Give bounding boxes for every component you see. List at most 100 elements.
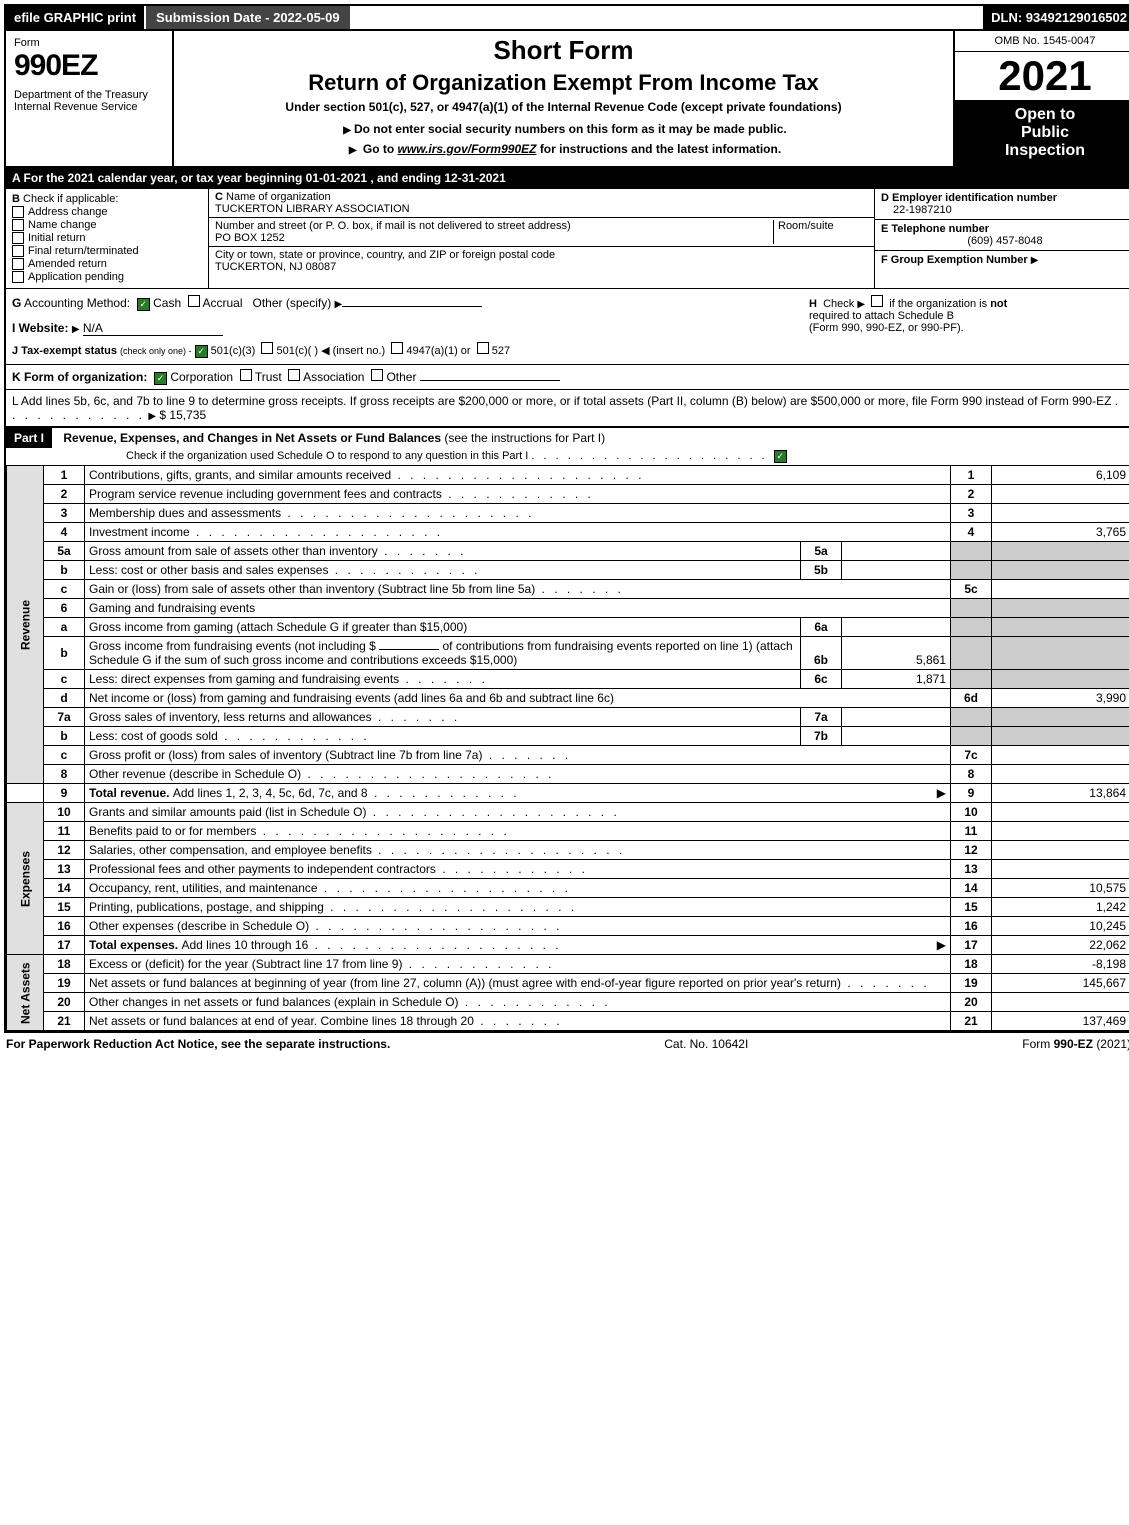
chk-final[interactable]: Final return/terminated bbox=[12, 245, 202, 257]
footer-left: For Paperwork Reduction Act Notice, see … bbox=[6, 1037, 390, 1051]
h-t4: (Form 990, 990-EZ, or 990-PF). bbox=[809, 322, 964, 334]
chk-assoc[interactable] bbox=[288, 369, 300, 381]
b-label: B bbox=[12, 193, 20, 205]
goto-link[interactable]: www.irs.gov/Form990EZ bbox=[398, 142, 537, 156]
goto-line: Go to www.irs.gov/Form990EZ for instruct… bbox=[182, 142, 945, 156]
header-right: OMB No. 1545-0047 2021 Open to Public In… bbox=[953, 31, 1129, 166]
form-word: Form bbox=[14, 37, 164, 49]
row-21: 21 Net assets or fund balances at end of… bbox=[7, 1012, 1129, 1031]
c-label: C bbox=[215, 191, 223, 203]
chk-sched-o[interactable]: ✓ bbox=[774, 450, 787, 463]
chk-h[interactable] bbox=[871, 295, 883, 307]
row-7c: c Gross profit or (loss) from sales of i… bbox=[7, 746, 1129, 765]
form-990ez: efile GRAPHIC print Submission Date - 20… bbox=[4, 4, 1129, 1033]
city-row: City or town, state or province, country… bbox=[209, 247, 874, 275]
row-5a: 5a Gross amount from sale of assets othe… bbox=[7, 542, 1129, 561]
row-14: 14 Occupancy, rent, utilities, and maint… bbox=[7, 879, 1129, 898]
omb-no: OMB No. 1545-0047 bbox=[955, 31, 1129, 52]
chk-501c[interactable] bbox=[261, 342, 273, 354]
chk-address[interactable]: Address change bbox=[12, 206, 202, 218]
under-section: Under section 501(c), 527, or 4947(a)(1)… bbox=[182, 100, 945, 114]
col-b: B Check if applicable: Address change Na… bbox=[6, 189, 209, 288]
open-l3: Inspection bbox=[959, 142, 1129, 160]
chk-amended[interactable]: Amended return bbox=[12, 258, 202, 270]
short-form: Short Form bbox=[182, 35, 945, 66]
topbar: efile GRAPHIC print Submission Date - 20… bbox=[6, 6, 1129, 29]
row-8: 8 Other revenue (describe in Schedule O)… bbox=[7, 765, 1129, 784]
footer: For Paperwork Reduction Act Notice, see … bbox=[4, 1033, 1129, 1055]
row-12: 12 Salaries, other compensation, and emp… bbox=[7, 841, 1129, 860]
part-i-title: Revenue, Expenses, and Changes in Net As… bbox=[55, 431, 441, 445]
row-16: 16 Other expenses (describe in Schedule … bbox=[7, 917, 1129, 936]
org-name-row: C Name of organization TUCKERTON LIBRARY… bbox=[209, 189, 874, 218]
street-row: Number and street (or P. O. box, if mail… bbox=[209, 218, 874, 247]
ssn-warning: Do not enter social security numbers on … bbox=[182, 122, 945, 136]
chk-pending[interactable]: Application pending bbox=[12, 271, 202, 283]
row-18: Net Assets 18 Excess or (deficit) for th… bbox=[7, 955, 1129, 974]
part-i-grid: Revenue 1 Contributions, gifts, grants, … bbox=[6, 465, 1129, 1031]
j-o4: 527 bbox=[492, 345, 510, 357]
line-h: H Check if the organization is not requi… bbox=[809, 295, 1129, 358]
line-a: A For the 2021 calendar year, or tax yea… bbox=[6, 166, 1129, 188]
section-bcd: B Check if applicable: Address change Na… bbox=[6, 188, 1129, 288]
side-expenses: Expenses bbox=[7, 803, 44, 955]
goto-post: for instructions and the latest informat… bbox=[540, 142, 781, 156]
row-17: 17 Total expenses. Add lines 10 through … bbox=[7, 936, 1129, 955]
goto-pre: Go to bbox=[363, 142, 398, 156]
dept-treasury: Department of the Treasury bbox=[14, 89, 164, 101]
k-pre: K Form of organization: bbox=[12, 370, 147, 384]
street: PO BOX 1252 bbox=[215, 232, 285, 244]
city-lbl: City or town, state or province, country… bbox=[215, 249, 555, 261]
row-10: Expenses 10 Grants and similar amounts p… bbox=[7, 803, 1129, 822]
ein-row: D Employer identification number 22-1987… bbox=[875, 189, 1129, 220]
efile-print: efile GRAPHIC print bbox=[6, 6, 144, 29]
row-6d: d Net income or (loss) from gaming and f… bbox=[7, 689, 1129, 708]
row-2: 2 Program service revenue including gove… bbox=[7, 485, 1129, 504]
ein-lbl: D Employer identification number bbox=[881, 192, 1057, 204]
j-ins: (insert no.) bbox=[333, 345, 386, 357]
open-l1: Open to bbox=[959, 106, 1129, 124]
k-o3: Association bbox=[303, 370, 364, 384]
row-1: Revenue 1 Contributions, gifts, grants, … bbox=[7, 466, 1129, 485]
tax-year: 2021 bbox=[955, 52, 1129, 100]
side-revenue: Revenue bbox=[7, 466, 44, 784]
row-6a: a Gross income from gaming (attach Sched… bbox=[7, 618, 1129, 637]
i-label: I Website: bbox=[12, 321, 68, 335]
j-sub: (check only one) - bbox=[120, 346, 192, 356]
col-c: C Name of organization TUCKERTON LIBRARY… bbox=[209, 189, 874, 288]
chk-cash[interactable]: ✓ bbox=[137, 298, 150, 311]
chk-name[interactable]: Name change bbox=[12, 219, 202, 231]
name-lbl: Name of organization bbox=[226, 191, 331, 203]
dln: DLN: 93492129016502 bbox=[983, 6, 1129, 29]
col-d: D Employer identification number 22-1987… bbox=[874, 189, 1129, 288]
row-4: 4 Investment income 4 3,765 bbox=[7, 523, 1129, 542]
room-lbl: Room/suite bbox=[774, 220, 868, 244]
line-g: G Accounting Method: ✓ Cash Accrual Othe… bbox=[12, 295, 789, 358]
grp-row: F Group Exemption Number bbox=[875, 251, 1129, 269]
line-k: K Form of organization: ✓ Corporation Tr… bbox=[6, 364, 1129, 389]
footer-mid: Cat. No. 10642I bbox=[664, 1037, 748, 1051]
chk-corp[interactable]: ✓ bbox=[154, 372, 167, 385]
tel: (609) 457-8048 bbox=[881, 235, 1129, 247]
check-if: Check if applicable: bbox=[23, 193, 118, 205]
chk-501c3[interactable]: ✓ bbox=[195, 345, 208, 358]
h-t1: Check bbox=[823, 298, 854, 310]
row-7b: b Less: cost of goods sold 7b bbox=[7, 727, 1129, 746]
part-i-check: Check if the organization used Schedule … bbox=[6, 448, 1129, 465]
chk-initial[interactable]: Initial return bbox=[12, 232, 202, 244]
city: TUCKERTON, NJ 08087 bbox=[215, 261, 336, 273]
header-left: Form 990EZ Department of the Treasury In… bbox=[6, 31, 174, 166]
row-3: 3 Membership dues and assessments 3 bbox=[7, 504, 1129, 523]
j-o1: 501(c)(3) bbox=[211, 345, 256, 357]
chk-527[interactable] bbox=[477, 342, 489, 354]
website: N/A bbox=[83, 321, 223, 336]
chk-trust[interactable] bbox=[240, 369, 252, 381]
title: Return of Organization Exempt From Incom… bbox=[182, 70, 945, 96]
footer-right: Form 990-EZ (2021) bbox=[1022, 1037, 1129, 1051]
open-l2: Public bbox=[959, 124, 1129, 142]
chk-4947[interactable] bbox=[391, 342, 403, 354]
chk-oth[interactable] bbox=[371, 369, 383, 381]
chk-accrual[interactable] bbox=[188, 295, 200, 307]
form-number: 990EZ bbox=[14, 49, 164, 83]
j-pre: J Tax-exempt status bbox=[12, 345, 117, 357]
